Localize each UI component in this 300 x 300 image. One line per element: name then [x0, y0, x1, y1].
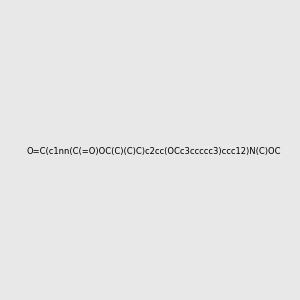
Text: O=C(c1nn(C(=O)OC(C)(C)C)c2cc(OCc3ccccc3)ccc12)N(C)OC: O=C(c1nn(C(=O)OC(C)(C)C)c2cc(OCc3ccccc3)…: [26, 147, 281, 156]
